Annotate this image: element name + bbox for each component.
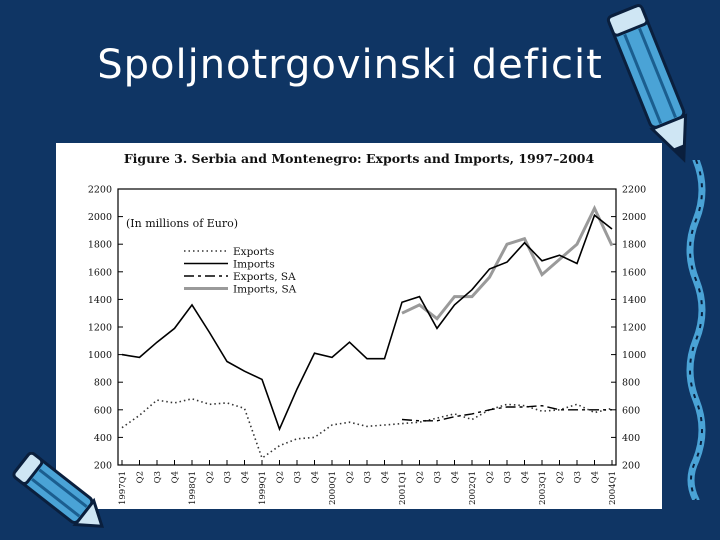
wavy-line-icon bbox=[686, 160, 706, 500]
y-tick-label-right: 600 bbox=[622, 405, 640, 416]
y-tick-label-left: 800 bbox=[94, 378, 112, 389]
x-tick-label: 2003Q1 bbox=[538, 471, 548, 505]
x-tick-label: Q2 bbox=[206, 471, 216, 483]
x-tick-label: Q4 bbox=[521, 471, 531, 483]
x-tick-label: 2002Q1 bbox=[468, 471, 478, 505]
x-tick-label: Q2 bbox=[556, 471, 566, 483]
y-tick-label-right: 200 bbox=[622, 461, 640, 472]
series-line-exports-sa bbox=[401, 404, 612, 422]
x-tick-label: 2001Q1 bbox=[398, 471, 408, 505]
legend-label: Exports bbox=[233, 246, 274, 258]
y-tick-label-left: 2200 bbox=[88, 185, 112, 196]
x-tick-label: 2000Q1 bbox=[328, 471, 338, 505]
x-tick-label: Q4 bbox=[311, 471, 321, 483]
series-line-imports-sa bbox=[401, 204, 614, 321]
x-tick-label: Q4 bbox=[381, 471, 391, 483]
x-tick-label: Q4 bbox=[171, 471, 181, 483]
series-line-imports bbox=[121, 213, 613, 432]
x-tick-label: Q4 bbox=[591, 471, 601, 483]
x-tick-label: Q2 bbox=[346, 471, 356, 483]
line-chart: Figure 3. Serbia and Montenegro: Exports… bbox=[88, 151, 646, 505]
x-tick-label: Q3 bbox=[503, 471, 513, 483]
x-tick-label: 1998Q1 bbox=[188, 471, 198, 505]
chart-title: Figure 3. Serbia and Montenegro: Exports… bbox=[124, 151, 595, 166]
y-tick-label-right: 800 bbox=[622, 378, 640, 389]
x-tick-label: 1999Q1 bbox=[258, 471, 268, 505]
chart-annotation: (In millions of Euro) bbox=[126, 217, 238, 230]
y-tick-label-left: 600 bbox=[94, 405, 112, 416]
y-tick-label-right: 1200 bbox=[622, 323, 646, 334]
y-tick-label-right: 1800 bbox=[622, 240, 646, 251]
y-tick-label-right: 1400 bbox=[622, 295, 646, 306]
slide-title: Spoljnotrgovinski deficit bbox=[97, 42, 603, 88]
legend-label: Imports, SA bbox=[233, 284, 297, 296]
chart-panel: Figure 3. Serbia and Montenegro: Exports… bbox=[56, 143, 662, 509]
x-tick-label: Q3 bbox=[573, 471, 583, 483]
y-tick-label-right: 2000 bbox=[622, 212, 646, 223]
y-tick-label-left: 1600 bbox=[88, 267, 112, 278]
y-tick-label-right: 2200 bbox=[622, 185, 646, 196]
x-tick-label: Q3 bbox=[153, 471, 163, 483]
y-tick-label-left: 200 bbox=[94, 461, 112, 472]
x-tick-label: Q4 bbox=[241, 471, 251, 483]
x-tick-label: Q3 bbox=[293, 471, 303, 483]
y-tick-label-left: 1000 bbox=[88, 350, 112, 361]
y-tick-label-right: 1000 bbox=[622, 350, 646, 361]
y-tick-label-left: 400 bbox=[94, 433, 112, 444]
y-tick-label-left: 2000 bbox=[88, 212, 112, 223]
x-tick-label: 2004Q1 bbox=[608, 471, 618, 505]
series-line-exports bbox=[121, 397, 613, 460]
plot-frame bbox=[117, 188, 617, 466]
pencil-icon bbox=[12, 452, 105, 528]
x-tick-label: Q3 bbox=[433, 471, 443, 483]
x-tick-label: Q2 bbox=[136, 471, 146, 483]
y-tick-label-right: 400 bbox=[622, 433, 640, 444]
legend-label: Exports, SA bbox=[233, 271, 296, 283]
x-tick-label: Q2 bbox=[486, 471, 496, 483]
x-tick-label: 1997Q1 bbox=[118, 471, 128, 505]
x-tick-label: Q3 bbox=[223, 471, 233, 483]
y-tick-label-left: 1200 bbox=[88, 323, 112, 334]
y-tick-label-left: 1400 bbox=[88, 295, 112, 306]
legend-label: Imports bbox=[233, 259, 275, 271]
x-tick-label: Q2 bbox=[416, 471, 426, 483]
x-tick-label: Q4 bbox=[451, 471, 461, 483]
x-tick-label: Q3 bbox=[363, 471, 373, 483]
y-tick-label-left: 1800 bbox=[88, 240, 112, 251]
pencil-icon bbox=[606, 4, 688, 163]
y-tick-label-right: 1600 bbox=[622, 267, 646, 278]
x-tick-label: Q2 bbox=[276, 471, 286, 483]
